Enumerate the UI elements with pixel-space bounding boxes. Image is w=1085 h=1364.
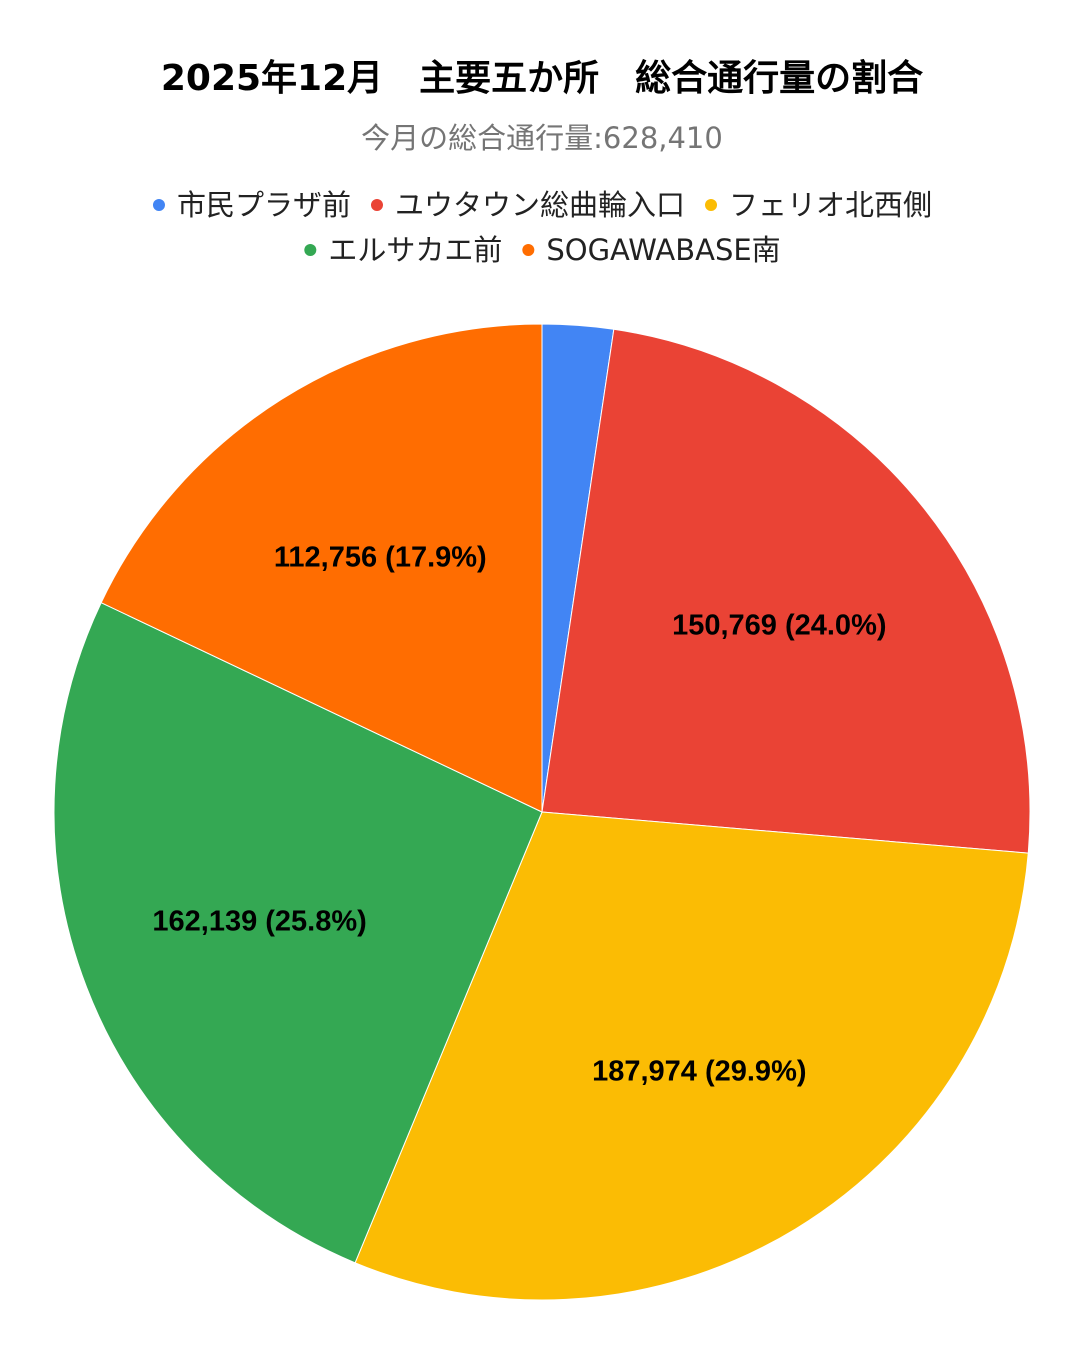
legend-row: エルサカエ前 SOGAWABASE南 <box>304 233 781 267</box>
slice-value-label: 187,974 (29.9%) <box>592 1056 806 1088</box>
pie-slices <box>53 323 1031 1301</box>
chart-subtitle: 今月の総合通行量:628,410 <box>361 121 723 155</box>
legend-marker <box>304 244 317 256</box>
legend-label: エルサカエ前 <box>328 233 502 267</box>
pie-slice <box>53 601 543 1264</box>
chart-title: 2025年12月 主要五か所 総合通行量の割合 <box>161 58 923 99</box>
legend-marker <box>152 199 165 211</box>
slice-value-label: 150,769 (24.0%) <box>672 609 886 641</box>
slice-labels: 150,769 (24.0%) 187,974 (29.9%) 162,139 (2… <box>152 541 886 1087</box>
slice-value-label: 112,756 (17.9%) <box>274 541 487 573</box>
pie-slice <box>100 323 543 813</box>
legend-row: 市民プラザ前 ユウタウン総曲輪入口 フェリオ北西側 <box>152 188 932 222</box>
legend-label: 市民プラザ前 <box>177 188 351 222</box>
slice-value-label: 162,139 (25.8%) <box>152 906 366 938</box>
legend-label: フェリオ北西側 <box>729 188 932 222</box>
legend-marker <box>705 199 718 211</box>
legend-marker <box>522 244 535 256</box>
pie-slice <box>354 811 1029 1301</box>
legend-marker <box>370 199 383 211</box>
legend-label: ユウタウン総曲輪入口 <box>395 188 685 222</box>
pie-slice <box>541 328 1031 854</box>
legend-label: SOGAWABASE南 <box>546 233 780 267</box>
